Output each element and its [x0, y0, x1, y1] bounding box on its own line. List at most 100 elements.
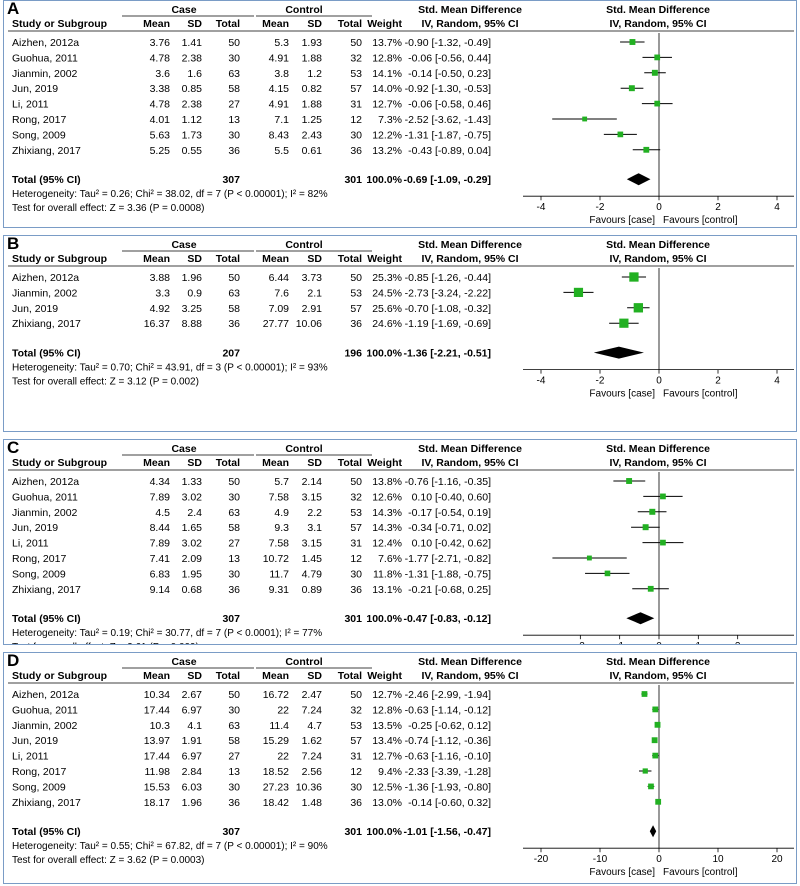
control-mean: 4.9: [274, 507, 289, 519]
effect-marker: [586, 555, 592, 561]
case-mean: 7.89: [150, 538, 171, 550]
study-name: Rong, 2017: [12, 766, 66, 778]
control-total: 36: [350, 318, 362, 330]
study-ci: -0.85 [-1.26, -0.44]: [405, 272, 491, 284]
case-mean: 7.89: [150, 491, 171, 503]
study-ci: -0.90 [-1.32, -0.49]: [405, 37, 491, 49]
effect-marker: [573, 287, 584, 297]
forest-plot-svg: Case Control Std. Mean Difference Std. Mean…: [8, 443, 794, 644]
study-name: Aizhen, 2012a: [12, 689, 79, 701]
study-weight: 9.4%: [378, 766, 402, 778]
control-sd: 2.56: [302, 766, 323, 778]
control-sd: 1.62: [302, 735, 323, 747]
case-sd: 2.84: [182, 766, 203, 778]
case-total: 50: [228, 689, 240, 701]
header-method-plot: IV, Random, 95% CI: [609, 670, 706, 682]
case-total: 27: [228, 751, 240, 763]
header-control-total: Total: [338, 253, 362, 265]
header-case: Case: [171, 656, 196, 668]
header-control-mean: Mean: [262, 670, 289, 682]
total-control-n: 196: [344, 348, 362, 360]
forest-panel-d: D Case Control Std. Mean Difference Std. Mea…: [3, 651, 797, 884]
study-weight: 14.0%: [372, 83, 402, 95]
favours-control-label: Favours [control]: [663, 215, 738, 226]
effect-marker: [619, 318, 629, 328]
control-sd: 2.43: [302, 129, 323, 141]
study-row: Rong, 2017 7.41 2.09 13 10.72 1.45 12 7.6% -1.77…: [12, 553, 627, 565]
case-mean: 17.44: [144, 704, 170, 716]
header-sd: SD: [187, 670, 202, 682]
control-total: 50: [350, 37, 362, 49]
x-tick-label: -4: [537, 376, 546, 387]
overall-effect-text: Test for overall effect: Z = 3.62 (P = 0…: [12, 855, 205, 866]
control-sd: 1.45: [302, 553, 323, 565]
case-mean: 4.5: [155, 507, 170, 519]
control-sd: 10.06: [296, 318, 322, 330]
favours-case-label: Favours [case]: [589, 215, 655, 226]
study-row: Jun, 2019 3.38 0.85 58 4.15 0.82 57 14.0% -0.92 …: [12, 83, 644, 95]
study-name: Guohua, 2011: [12, 704, 78, 716]
study-row: Jianmin, 2002 3.3 0.9 63 7.6 2.1 53 24.5% -2.73 …: [12, 287, 594, 299]
control-mean: 4.91: [269, 99, 290, 111]
control-sd: 10.36: [296, 781, 322, 793]
study-row: Li, 2011 17.44 6.97 27 22 7.24 31 12.7% -0.63 [-…: [12, 751, 659, 763]
study-name: Li, 2011: [12, 99, 49, 111]
study-weight: 25.3%: [372, 272, 402, 284]
header-total: Total: [216, 253, 240, 265]
case-sd: 4.1: [187, 720, 202, 732]
study-row: Guohua, 2011 7.89 3.02 30 7.58 3.15 32 12.6% 0.1…: [12, 491, 683, 503]
control-total: 36: [350, 145, 362, 157]
x-tick-label: 20: [771, 854, 783, 865]
study-ci: -0.17 [-0.54, 0.19]: [408, 507, 491, 519]
case-sd: 2.09: [182, 553, 203, 565]
study-row: Jun, 2019 4.92 3.25 58 7.09 2.91 57 25.6% -0.70 …: [12, 303, 650, 315]
case-total: 36: [228, 584, 240, 596]
study-ci: -1.77 [-2.71, -0.82]: [405, 553, 491, 565]
case-total: 63: [228, 68, 240, 80]
case-sd: 3.25: [182, 303, 203, 315]
total-weight: 100.0%: [366, 348, 402, 360]
case-mean: 16.37: [144, 318, 170, 330]
control-total: 12: [350, 553, 362, 565]
forest-panel-a: A Case Control Std. Mean Difference Std. Mea…: [3, 0, 797, 228]
case-mean: 4.78: [150, 52, 171, 64]
effect-marker: [649, 508, 656, 515]
study-row: Li, 2011 7.89 3.02 27 7.58 3.15 31 12.4% 0.10 [-…: [12, 538, 684, 550]
control-mean: 7.6: [274, 287, 289, 299]
header-total: Total: [216, 457, 240, 469]
overall-effect-text: Test for overall effect: Z = 2.61 (P = 0…: [12, 642, 199, 644]
x-tick-label: 4: [774, 376, 780, 387]
effect-marker: [604, 570, 611, 577]
header-control-sd: SD: [307, 18, 322, 30]
study-ci: -2.46 [-2.99, -1.94]: [405, 689, 491, 701]
overall-effect-text: Test for overall effect: Z = 3.12 (P = 0…: [12, 377, 199, 388]
study-name: Jianmin, 2002: [12, 720, 78, 732]
study-row: Jun, 2019 8.44 1.65 58 9.3 3.1 57 14.3% -0.34 [-…: [12, 522, 660, 534]
header-case: Case: [171, 443, 196, 455]
study-row: Zhixiang, 2017 9.14 0.68 36 9.31 0.89 36 13.1% -…: [12, 584, 669, 596]
case-sd: 8.88: [182, 318, 203, 330]
control-total: 50: [350, 272, 362, 284]
case-sd: 1.73: [182, 129, 203, 141]
study-name: Zhixiang, 2017: [12, 797, 81, 809]
header-method-plot: IV, Random, 95% CI: [609, 253, 706, 265]
control-sd: 3.1: [307, 522, 322, 534]
control-total: 53: [350, 68, 362, 80]
total-row: Total (95% CI) 307 301 100.0% -0.69 [-1.09, …: [12, 173, 651, 186]
study-ci: -0.74 [-1.12, -0.36]: [405, 735, 491, 747]
header-method: IV, Random, 95% CI: [421, 670, 518, 682]
study-ci: -2.73 [-3.24, -2.22]: [405, 287, 491, 299]
case-sd: 2.67: [182, 689, 203, 701]
study-ci: -0.06 [-0.58, 0.46]: [408, 99, 491, 111]
case-total: 50: [228, 272, 240, 284]
x-tick-label: 2: [715, 202, 721, 213]
control-mean: 6.44: [269, 272, 290, 284]
case-mean: 15.53: [144, 781, 170, 793]
study-weight: 14.3%: [372, 522, 402, 534]
x-tick-label: -4: [537, 202, 546, 213]
effect-marker: [629, 272, 639, 282]
case-mean: 4.78: [150, 99, 171, 111]
effect-marker: [626, 478, 633, 484]
header-control-total: Total: [338, 457, 362, 469]
study-row: Guohua, 2011 4.78 2.38 30 4.91 1.88 32 12.8% -0.…: [12, 52, 672, 64]
